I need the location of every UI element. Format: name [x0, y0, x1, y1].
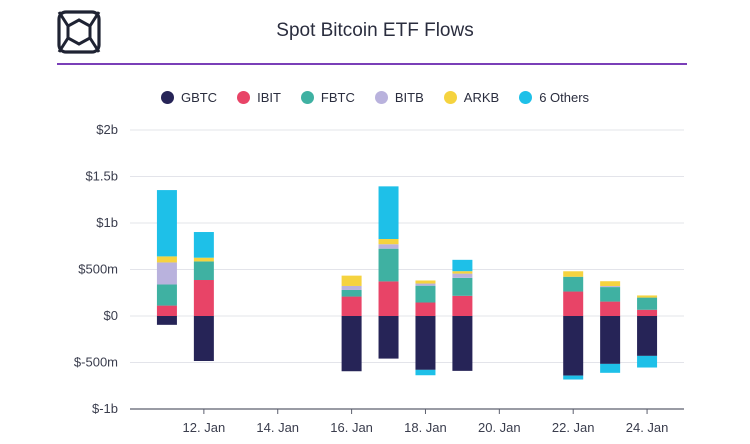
- bar-segment-6-others[interactable]: [378, 186, 399, 239]
- bar-segment-gbtc[interactable]: [563, 316, 584, 376]
- bar-segment-ibit[interactable]: [341, 296, 362, 316]
- bar-segment-fbtc[interactable]: [378, 248, 399, 282]
- bar-segment-bitb[interactable]: [341, 285, 362, 290]
- legend-item-fbtc[interactable]: FBTC: [300, 90, 355, 105]
- bar-segment-fbtc[interactable]: [415, 285, 436, 303]
- bar-segment-bitb[interactable]: [452, 273, 473, 278]
- bar-segment-6-others[interactable]: [452, 259, 473, 272]
- bar-segment-fbtc[interactable]: [193, 261, 214, 281]
- bar-segment-6-others[interactable]: [600, 363, 621, 373]
- bar-segment-fbtc[interactable]: [452, 277, 473, 296]
- bar-segment-fbtc[interactable]: [637, 297, 658, 310]
- bar-segment-arkb[interactable]: [563, 271, 584, 277]
- bar-segment-fbtc[interactable]: [156, 284, 177, 306]
- bar-segment-ibit[interactable]: [452, 295, 473, 316]
- bar-segment-bitb[interactable]: [600, 286, 621, 288]
- legend-swatch: [160, 91, 174, 104]
- bar-segment-6-others[interactable]: [415, 369, 436, 376]
- bar-segment-arkb[interactable]: [600, 281, 621, 287]
- bar-segment-gbtc[interactable]: [378, 316, 399, 359]
- bar-segment-fbtc[interactable]: [341, 289, 362, 297]
- chart-legend: GBTC IBIT FBTC BITB ARKB 6 Others: [0, 90, 750, 105]
- legend-item-arkb[interactable]: ARKB: [443, 90, 500, 105]
- legend-label: FBTC: [320, 90, 355, 105]
- bar-segment-ibit[interactable]: [563, 291, 584, 316]
- x-tick-label: 20. Jan: [478, 420, 521, 435]
- bar-segment-6-others[interactable]: [563, 375, 584, 380]
- bar-segment-arkb[interactable]: [156, 256, 177, 263]
- y-tick-label: $0: [104, 308, 118, 323]
- legend-label: GBTC: [180, 90, 218, 105]
- bar-segment-arkb[interactable]: [415, 280, 436, 284]
- bar-segment-ibit[interactable]: [600, 301, 621, 316]
- chart-title: Spot Bitcoin ETF Flows: [276, 20, 474, 41]
- bar-segment-gbtc[interactable]: [156, 316, 177, 325]
- legend-label: ARKB: [463, 90, 500, 105]
- bar-segment-arkb[interactable]: [452, 271, 473, 274]
- bar-segment-6-others[interactable]: [156, 190, 177, 257]
- legend-label: IBIT: [257, 90, 281, 105]
- bar-segment-gbtc[interactable]: [452, 316, 473, 371]
- bar-segment-gbtc[interactable]: [193, 316, 214, 362]
- y-tick-label: $1b: [96, 215, 118, 230]
- x-tick-label: 18. Jan: [404, 420, 447, 435]
- bar-segment-gbtc[interactable]: [415, 316, 436, 370]
- bar-segment-gbtc[interactable]: [600, 316, 621, 364]
- bar-segment-gbtc[interactable]: [637, 316, 658, 356]
- bar-segment-bitb[interactable]: [415, 283, 436, 286]
- bar-segment-bitb[interactable]: [156, 262, 177, 285]
- bar-segment-arkb[interactable]: [378, 238, 399, 245]
- y-tick-label: $2b: [96, 122, 118, 137]
- bar-segment-fbtc[interactable]: [600, 287, 621, 302]
- legend-swatch: [519, 91, 533, 104]
- bar-segment-ibit[interactable]: [156, 305, 177, 316]
- x-tick-label: 14. Jan: [256, 420, 299, 435]
- legend-swatch: [443, 91, 457, 104]
- chart-header: Spot Bitcoin ETF Flows: [0, 0, 750, 66]
- legend-item-bitb[interactable]: BITB: [374, 90, 424, 105]
- bar-segment-arkb[interactable]: [193, 257, 214, 262]
- bar-segment-fbtc[interactable]: [563, 276, 584, 292]
- bar-segment-bitb[interactable]: [378, 244, 399, 249]
- legend-swatch: [237, 91, 251, 104]
- legend-label: BITB: [394, 90, 424, 105]
- bar-segment-ibit[interactable]: [637, 309, 658, 316]
- bar-segment-ibit[interactable]: [415, 302, 436, 316]
- x-tick-label: 12. Jan: [183, 420, 226, 435]
- title-divider: [57, 63, 687, 65]
- bar-segment-arkb[interactable]: [341, 275, 362, 286]
- legend-label: 6 Others: [539, 90, 590, 105]
- legend-item-6-others[interactable]: 6 Others: [519, 90, 589, 105]
- bar-segment-gbtc[interactable]: [341, 316, 362, 372]
- block-logo-icon: [57, 10, 101, 54]
- y-tick-label: $1.5b: [85, 169, 118, 184]
- legend-item-gbtc[interactable]: GBTC: [160, 90, 218, 105]
- y-tick-label: $-1b: [92, 401, 118, 416]
- legend-item-ibit[interactable]: IBIT: [237, 90, 281, 105]
- y-tick-label: $500m: [78, 262, 118, 277]
- legend-swatch: [300, 91, 314, 104]
- y-tick-label: $-500m: [74, 355, 118, 370]
- bar-segment-ibit[interactable]: [378, 281, 399, 316]
- bar-segment-ibit[interactable]: [193, 280, 214, 316]
- legend-swatch: [374, 91, 388, 104]
- x-tick-label: 16. Jan: [330, 420, 373, 435]
- bar-segment-6-others[interactable]: [637, 355, 658, 368]
- x-tick-label: 24. Jan: [626, 420, 669, 435]
- bar-segment-6-others[interactable]: [193, 232, 214, 258]
- x-tick-label: 22. Jan: [552, 420, 595, 435]
- bar-segment-arkb[interactable]: [637, 295, 658, 298]
